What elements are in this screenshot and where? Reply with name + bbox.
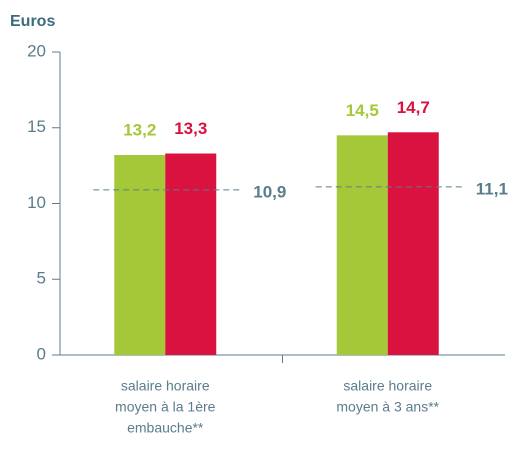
x-tick-label: salaire horaire <box>121 378 210 394</box>
value-label: 13,2 <box>123 121 156 140</box>
reference-label: 11,1 <box>476 179 508 198</box>
x-tick-label: moyen à 3 ans** <box>336 399 439 415</box>
bar <box>114 155 166 355</box>
bar <box>387 132 439 355</box>
value-label: 14,5 <box>346 101 379 120</box>
y-tick-label: 0 <box>37 344 46 363</box>
y-tick-label: 10 <box>27 193 46 212</box>
x-tick-label: salaire horaire <box>343 378 432 394</box>
reference-label: 10,9 <box>253 182 286 201</box>
y-tick-label: 15 <box>27 117 46 136</box>
y-tick-label: 20 <box>27 41 46 60</box>
x-tick-label: moyen à la 1ère <box>115 399 216 415</box>
y-tick-label: 5 <box>37 269 46 288</box>
bar <box>336 135 388 355</box>
y-axis-label: Euros <box>10 13 55 30</box>
value-label: 13,3 <box>174 119 207 138</box>
value-label: 14,7 <box>397 98 430 117</box>
x-tick-label: embauche** <box>127 420 204 436</box>
bar <box>165 153 217 355</box>
